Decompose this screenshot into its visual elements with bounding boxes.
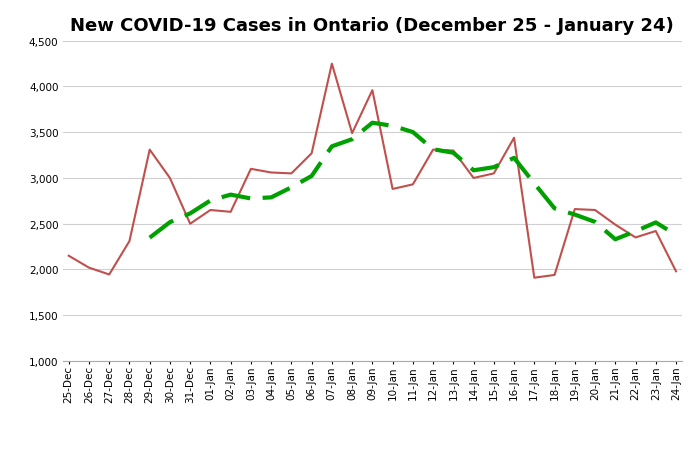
Title: New COVID-19 Cases in Ontario (December 25 - January 24): New COVID-19 Cases in Ontario (December … [70,17,674,35]
